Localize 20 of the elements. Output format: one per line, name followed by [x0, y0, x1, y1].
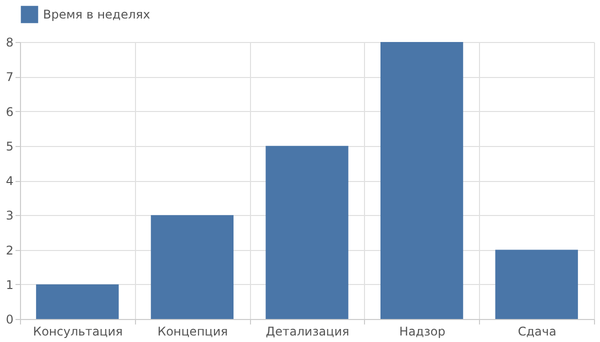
bar: [36, 284, 119, 319]
y-tick-label: 0: [6, 312, 14, 326]
y-tick-label: 8: [6, 36, 14, 50]
y-tick-label: 1: [6, 278, 14, 292]
y-tick-label: 7: [6, 70, 14, 84]
y-tick-label: 2: [6, 243, 14, 258]
bar: [266, 146, 348, 319]
x-tick-label: Концепция: [158, 324, 228, 338]
y-tick-label: 5: [6, 139, 14, 154]
x-tick-label: Надзор: [399, 324, 446, 338]
x-tick-label: Сдача: [518, 324, 556, 338]
bar: [380, 42, 464, 319]
bar: [150, 215, 234, 319]
x-tick-label: Консультация: [33, 324, 123, 338]
bar: [495, 250, 578, 319]
y-tick-label: 3: [6, 208, 14, 223]
y-tick-label: 4: [6, 174, 14, 188]
x-tick-label: Детализация: [266, 324, 350, 338]
legend-label: Время в неделях: [43, 8, 150, 22]
y-tick-label: 6: [6, 104, 14, 119]
